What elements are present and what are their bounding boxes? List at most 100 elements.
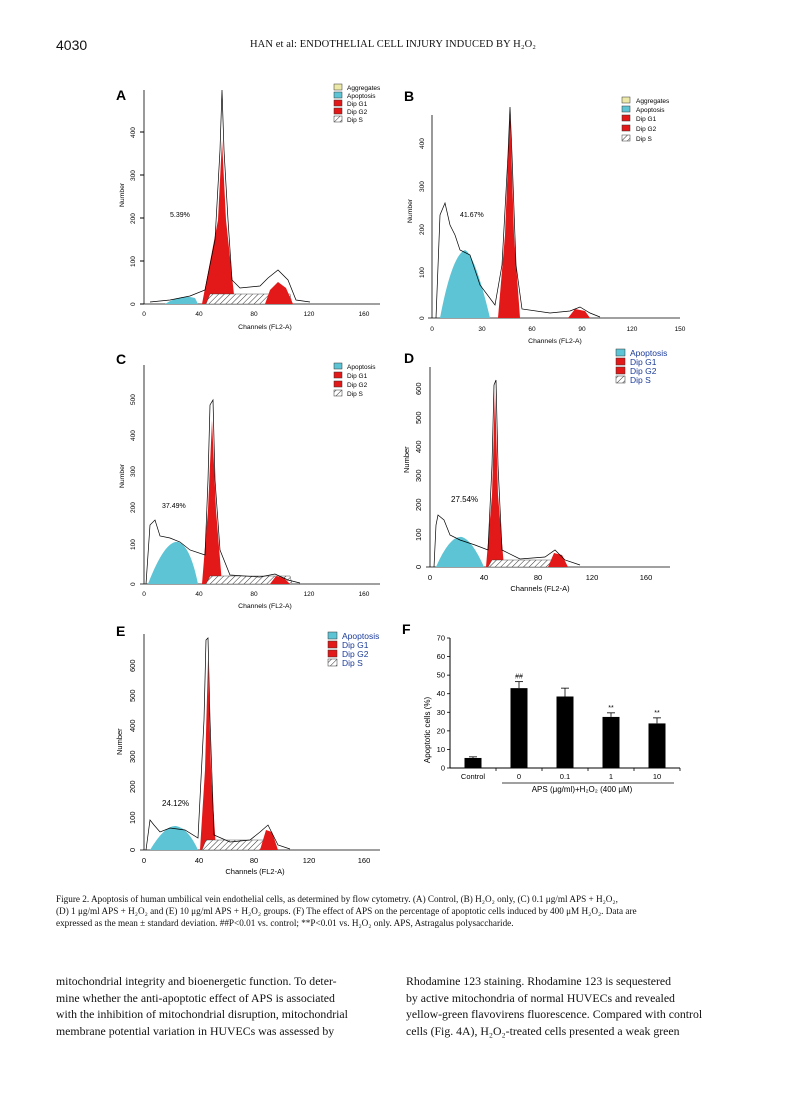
x-tick: 120 — [586, 573, 599, 582]
y-tick: 200 — [414, 498, 423, 511]
caption-line: Figure 2. Apoptosis of human umbilical v… — [56, 894, 618, 904]
legend-dip-g2: Dip G2 — [347, 109, 368, 116]
y-tick: 300 — [414, 469, 423, 482]
x-tick-label: 0 — [517, 772, 521, 781]
text-line: membrane potential variation in HUVECs w… — [56, 1023, 335, 1038]
x-tick: 0 — [142, 311, 146, 318]
legend-dip-s: Dip S — [636, 136, 653, 143]
legend-apoptosis: Apoptosis — [342, 631, 379, 641]
y-tick: 0 — [128, 848, 137, 852]
text-line: by active mitochondria of normal HUVECs … — [406, 990, 675, 1005]
caption-line: expressed as the mean ± standard deviati… — [56, 918, 514, 929]
y-tick-label: 70 — [437, 634, 445, 643]
y-tick: 400 — [419, 138, 426, 149]
body-column-left: mitochondrial integrity and bioenergetic… — [56, 973, 386, 1039]
panel-f: F Apoptotic cells (%) APS (μg/ml)+H₂O₂ (… — [400, 620, 700, 815]
legend-apoptosis: Apoptosis — [630, 348, 667, 358]
y-tick: 500 — [414, 411, 423, 424]
x-tick: 0 — [142, 591, 146, 598]
y-tick: 100 — [414, 528, 423, 541]
y-tick: 500 — [130, 394, 137, 405]
x-tick: 0 — [430, 326, 434, 333]
y-tick: 600 — [128, 659, 137, 672]
y-tick-label: 0 — [441, 764, 445, 773]
legend-dip-s: Dip S — [630, 375, 651, 385]
panel-letter: D — [404, 350, 414, 366]
y-tick: 400 — [130, 430, 137, 441]
y-tick: 0 — [414, 565, 423, 569]
y-tick: 0 — [419, 316, 426, 320]
y-tick: 300 — [419, 181, 426, 192]
legend-dip-s: Dip S — [347, 117, 364, 124]
panel-letter: E — [116, 623, 125, 639]
x-axis-label: Channels (FL2-A) — [510, 584, 570, 593]
y-tick: 100 — [419, 267, 426, 278]
x-tick: 80 — [250, 311, 258, 318]
x-tick: 40 — [480, 573, 488, 582]
x-tick: 90 — [578, 326, 586, 333]
bar — [556, 696, 574, 768]
y-tick-label: 20 — [437, 726, 445, 735]
y-axis-label: Number — [402, 446, 411, 473]
panel-e: E 0 100 200 300 400 500 600 Number 0 40 … — [110, 620, 400, 885]
x-axis-label: APS (μg/ml)+H₂O₂ (400 μM) — [532, 785, 633, 794]
text-line: yellow-green flavovirens fluorescence. C… — [406, 1007, 703, 1021]
y-tick: 200 — [128, 780, 137, 793]
figure-caption: Figure 2. Apoptosis of human umbilical v… — [56, 893, 740, 930]
x-tick: 120 — [304, 591, 315, 598]
y-tick: 0 — [130, 302, 137, 306]
legend-dip-g1: Dip G1 — [347, 101, 368, 108]
legend-dip-g1: Dip G1 — [630, 357, 657, 367]
bar — [510, 688, 528, 768]
y-tick: 400 — [414, 440, 423, 453]
bar — [602, 716, 620, 768]
legend-apoptosis: Apoptosis — [636, 107, 665, 114]
text-line: mitochondrial integrity and bioenergetic… — [56, 974, 337, 988]
page-number: 4030 — [56, 37, 88, 53]
text-line: Rhodamine 123 staining. Rhodamine 123 is… — [406, 974, 672, 988]
y-tick: 400 — [130, 127, 137, 138]
legend-aggregates: Aggregates — [347, 85, 381, 92]
y-tick: 400 — [128, 719, 137, 732]
x-tick: 80 — [534, 573, 542, 582]
panel-c: C 0 100 200 300 400 500 Number 0 40 80 1… — [110, 350, 400, 620]
panel-a: A 0 100 200 300 400 Number 0 40 80 120 1… — [110, 80, 400, 345]
text-line: with the inhibition of mitochondrial dis… — [56, 1007, 348, 1021]
legend-dip-g2: Dip G2 — [636, 126, 657, 133]
x-axis-label: Channels (FL2-A) — [528, 338, 582, 345]
legend-dip-g2: Dip G2 — [630, 366, 657, 376]
panel-letter: F — [402, 621, 411, 637]
y-tick: 100 — [130, 256, 137, 267]
x-tick: 120 — [627, 326, 638, 333]
y-tick: 300 — [130, 466, 137, 477]
panel-b: B 0 100 200 300 400 Number 0 30 60 90 12… — [400, 85, 700, 355]
legend-dip-g1: Dip G1 — [347, 373, 368, 380]
y-tick: 200 — [130, 213, 137, 224]
x-tick: 160 — [359, 311, 370, 318]
panel-letter: C — [116, 351, 126, 367]
x-axis-label: Channels (FL2-A) — [238, 603, 292, 610]
x-tick: 160 — [640, 573, 653, 582]
x-tick: 0 — [428, 573, 432, 582]
x-tick: 30 — [478, 326, 486, 333]
x-tick: 60 — [528, 326, 536, 333]
x-tick: 120 — [303, 856, 316, 865]
legend-apoptosis: Apoptosis — [347, 93, 376, 100]
significance-marker: ** — [654, 710, 660, 717]
apoptosis-percent: 5.39% — [170, 212, 190, 219]
x-axis-label: Channels (FL2-A) — [225, 867, 285, 876]
x-tick: 80 — [250, 856, 258, 865]
y-tick: 600 — [414, 382, 423, 395]
y-axis-label: Number — [119, 463, 126, 488]
significance-marker: ** — [608, 705, 614, 712]
x-tick: 150 — [675, 326, 686, 333]
y-tick: 200 — [130, 502, 137, 513]
y-tick: 200 — [419, 224, 426, 235]
apoptosis-percent: 27.54% — [451, 495, 478, 504]
legend-apoptosis: Apoptosis — [347, 364, 376, 371]
x-tick: 40 — [195, 591, 203, 598]
x-tick: 40 — [195, 856, 203, 865]
y-axis-label: Number — [119, 182, 126, 207]
body-column-right: Rhodamine 123 staining. Rhodamine 123 is… — [406, 973, 736, 1039]
legend-dip-g1: Dip G1 — [342, 640, 369, 650]
